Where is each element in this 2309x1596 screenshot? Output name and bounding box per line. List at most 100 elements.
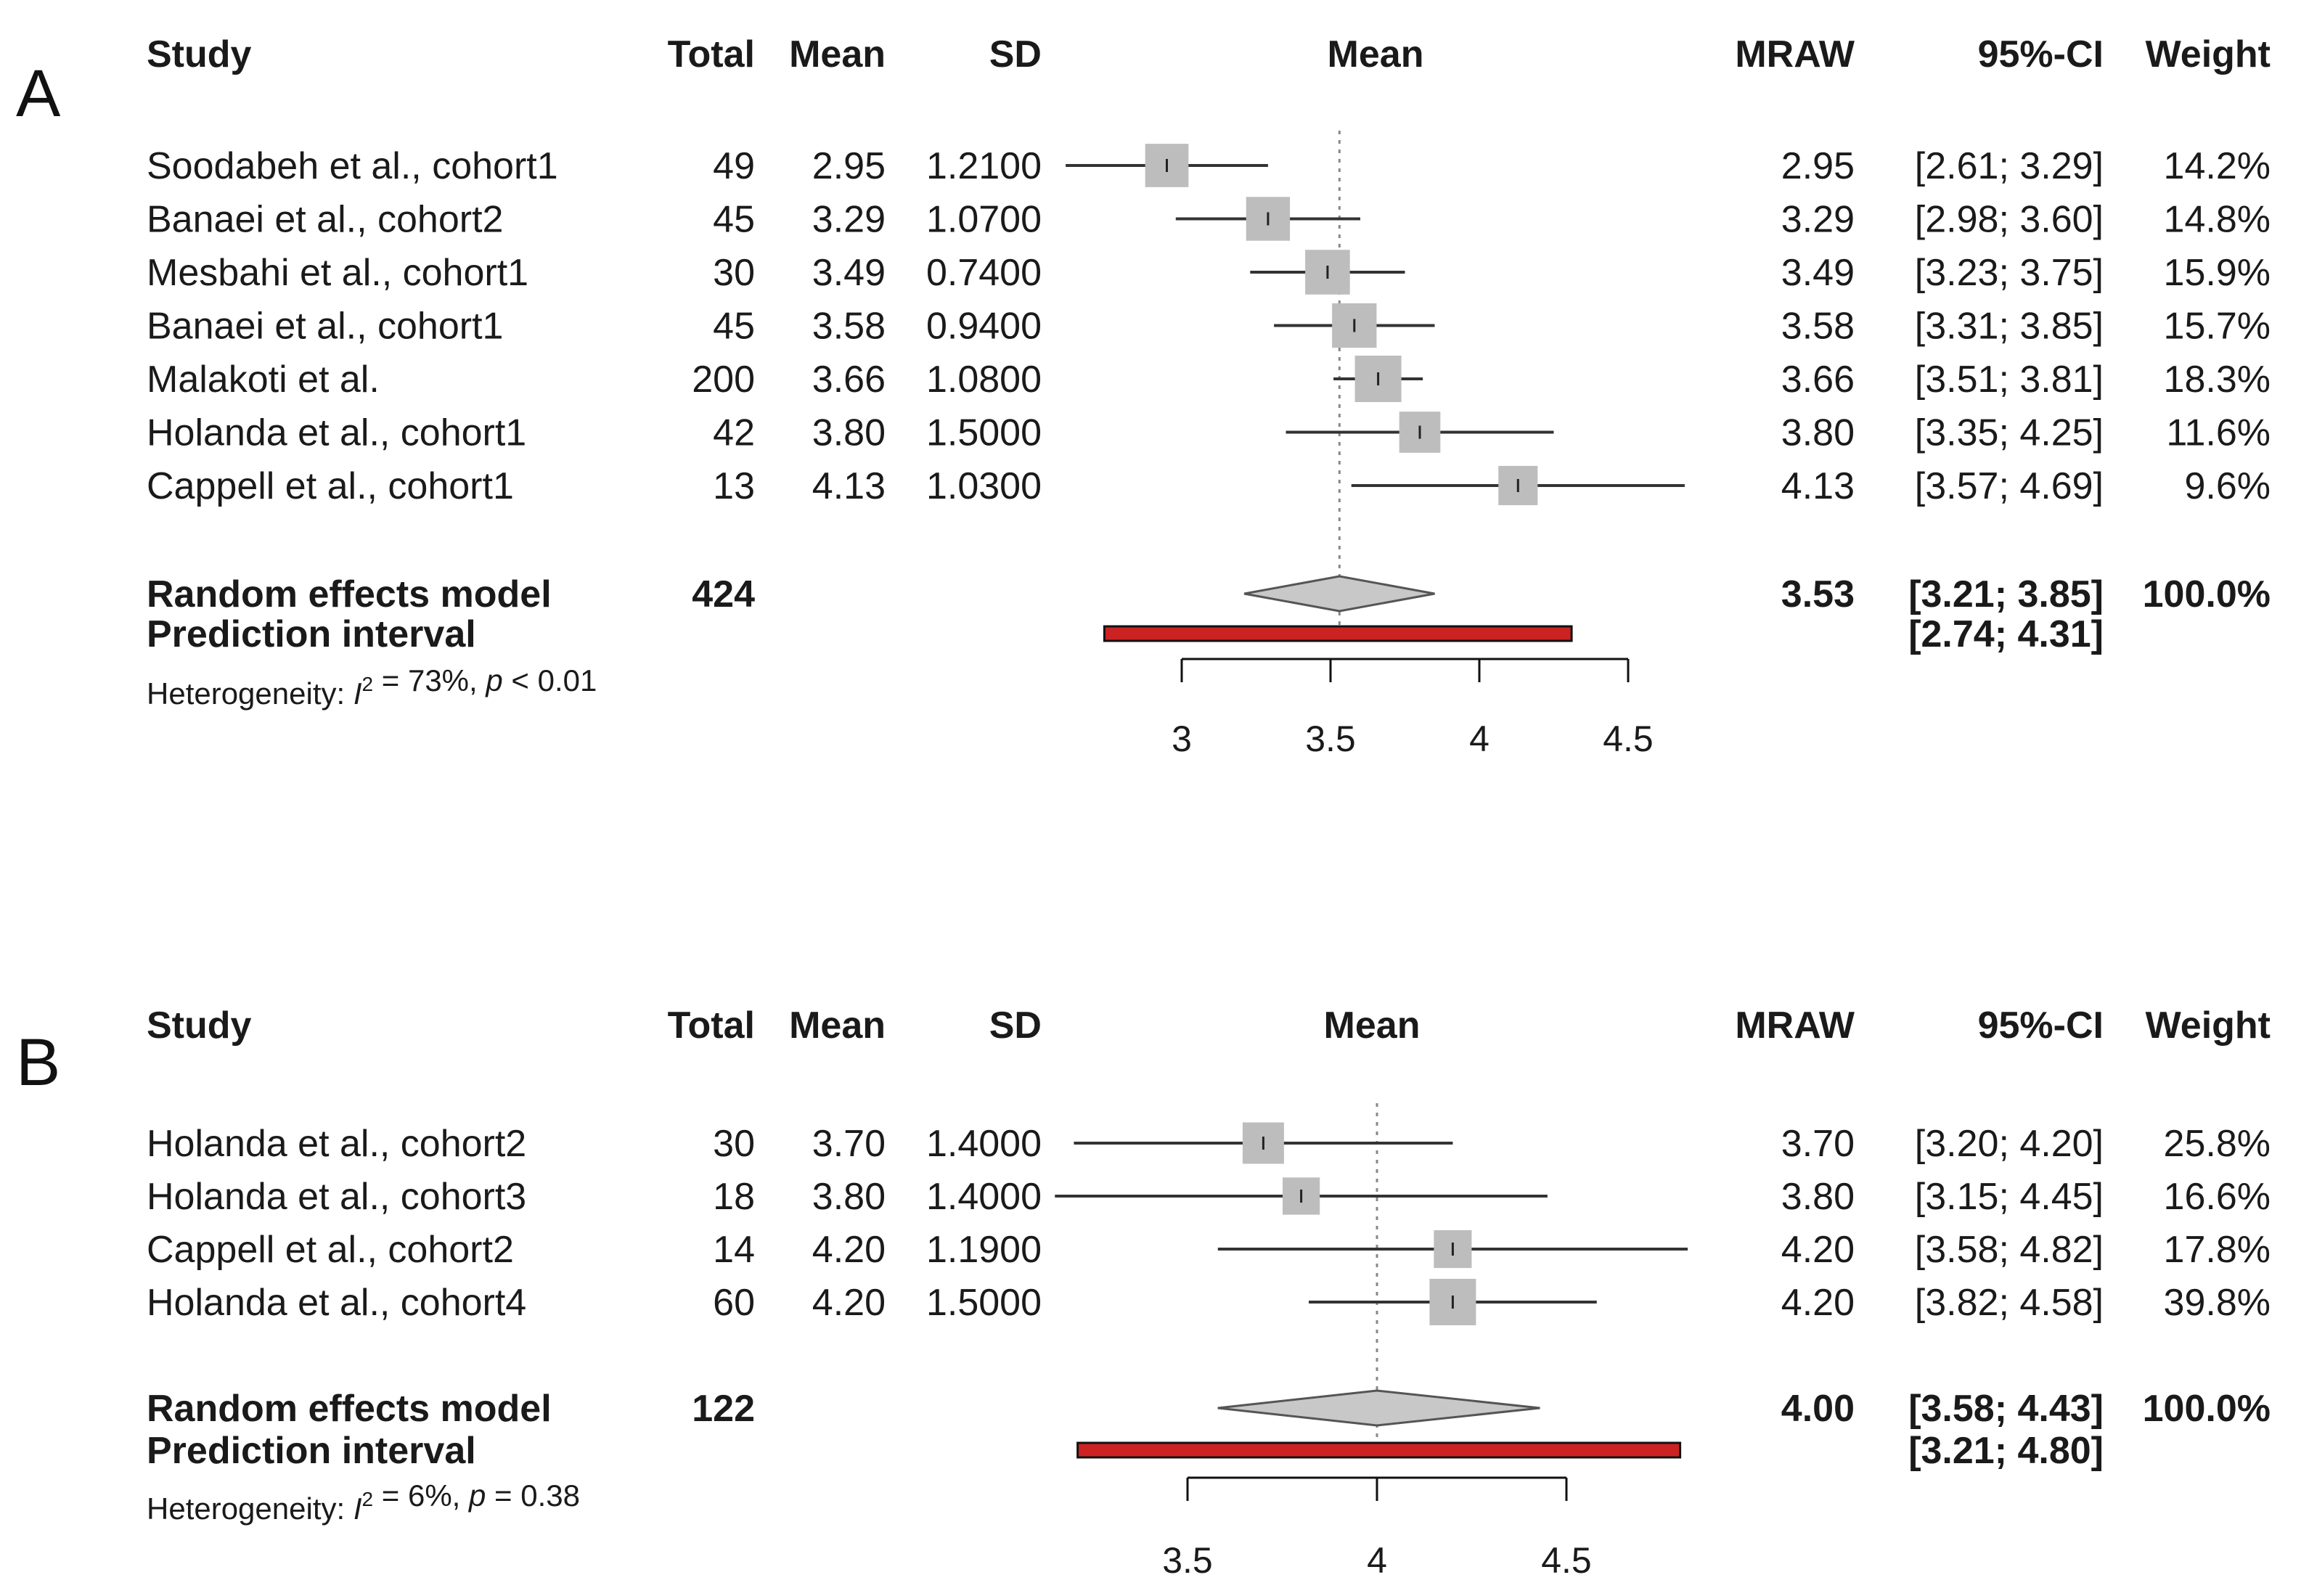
study-mraw: 4.20 [1781,1282,1855,1324]
header-weight: Weight [2146,33,2271,75]
header-total: Total [668,33,755,75]
study-mean: 3.58 [812,306,886,348]
study-name: Cappell et al., cohort1 [147,465,514,507]
study-ci: [3.51; 3.81] [1915,359,2104,401]
study-mraw: 4.20 [1781,1229,1855,1271]
summary-total: 424 [692,573,755,615]
study-weight: 25.8% [2164,1123,2271,1165]
header-study: Study [147,33,252,75]
panel-label-b: B [16,1026,60,1100]
study-total: 30 [713,1123,755,1165]
study-mean: 3.80 [812,412,886,454]
x-axis-tick-label: 4 [1469,719,1489,759]
study-name: Malakoti et al. [147,359,380,401]
study-sd: 1.4000 [926,1176,1042,1218]
study-mraw: 2.95 [1781,145,1855,187]
study-name: Holanda et al., cohort4 [147,1282,526,1324]
study-total: 200 [692,359,755,401]
study-mean: 2.95 [812,145,886,187]
study-weight: 16.6% [2164,1176,2271,1218]
x-axis-tick-label: 4.5 [1603,719,1654,759]
study-name: Holanda et al., cohort1 [147,412,526,454]
study-ci: [3.15; 4.45] [1915,1176,2104,1218]
heterogeneity-text: Heterogeneity: I2 = 73%, p < 0.01 [147,663,597,711]
study-mraw: 3.80 [1781,412,1855,454]
study-mean: 4.20 [812,1282,886,1324]
summary-mraw: 4.00 [1781,1388,1855,1430]
study-ci: [3.20; 4.20] [1915,1123,2104,1165]
study-ci: [2.61; 3.29] [1915,145,2104,187]
header-ci: 95%-CI [1978,33,2104,75]
header-study: Study [147,1004,252,1047]
study-mraw: 3.70 [1781,1123,1855,1165]
study-weight: 11.6% [2166,412,2271,454]
study-ci: [3.35; 4.25] [1915,412,2104,454]
study-mraw: 4.13 [1781,465,1855,507]
study-sd: 1.5000 [926,412,1042,454]
header-mean: Mean [789,1004,886,1047]
study-weight: 39.8% [2164,1282,2271,1324]
header-mean: Mean [789,33,886,75]
prediction-ci: [3.21; 4.80] [1908,1430,2104,1472]
header-mraw: MRAW [1735,33,1855,75]
header-sd: SD [989,1004,1042,1047]
x-axis-tick-label: 3.5 [1305,719,1356,759]
summary-ci: [3.58; 4.43] [1908,1388,2104,1430]
study-weight: 17.8% [2164,1229,2271,1271]
summary-label: Random effects model [147,573,552,615]
study-total: 60 [713,1282,755,1324]
summary-weight: 100.0% [2143,1388,2271,1430]
prediction-interval-bar [1103,625,1573,642]
study-weight: 9.6% [2184,465,2271,507]
forest-panel-a: A Study Total Mean SD Mean MRAW 95%-CI Weight Soo… [16,33,2271,759]
prediction-interval-bar [1076,1441,1682,1459]
summary-label: Random effects model [147,1388,552,1430]
study-name: Mesbahi et al., cohort1 [147,252,528,294]
x-axis-tick-label: 3 [1172,719,1192,759]
x-axis-tick-label: 3.5 [1162,1540,1213,1581]
header-plot-mean: Mean [1328,33,1424,75]
study-total: 42 [713,412,755,454]
study-total: 45 [713,199,755,241]
study-sd: 1.0800 [926,359,1042,401]
study-mean: 3.80 [812,1176,886,1218]
study-ci: [3.31; 3.85] [1915,306,2104,348]
study-total: 18 [713,1176,755,1218]
summary-ci: [3.21; 3.85] [1908,573,2104,615]
study-mraw: 3.49 [1781,252,1855,294]
header-total: Total [668,1004,755,1047]
study-sd: 1.5000 [926,1282,1042,1324]
study-mraw: 3.80 [1781,1176,1855,1218]
summary-mraw: 3.53 [1781,573,1855,615]
study-mraw: 3.58 [1781,306,1855,348]
study-sd: 1.2100 [926,145,1042,187]
study-weight: 15.9% [2164,252,2271,294]
study-name: Banaei et al., cohort2 [147,199,503,241]
study-sd: 1.4000 [926,1123,1042,1165]
study-weight: 14.8% [2164,199,2271,241]
header-weight: Weight [2146,1004,2271,1047]
study-weight: 18.3% [2164,359,2271,401]
header-mraw: MRAW [1735,1004,1855,1047]
x-axis-tick-label: 4.5 [1541,1540,1592,1581]
study-name: Banaei et al., cohort1 [147,306,503,348]
study-mean: 3.49 [812,252,886,294]
summary-diamond [1243,575,1435,613]
study-sd: 1.0700 [926,199,1042,241]
study-total: 13 [713,465,755,507]
study-sd: 0.9400 [926,306,1042,348]
prediction-ci: [2.74; 4.31] [1908,613,2104,655]
study-name: Cappell et al., cohort2 [147,1229,514,1271]
study-sd: 0.7400 [926,252,1042,294]
prediction-label: Prediction interval [147,1430,476,1472]
study-ci: [3.23; 3.75] [1915,252,2104,294]
study-mean: 4.13 [812,465,886,507]
study-name: Holanda et al., cohort3 [147,1176,526,1218]
header-sd: SD [989,33,1042,75]
study-mean: 3.29 [812,199,886,241]
study-ci: [3.57; 4.69] [1915,465,2104,507]
heterogeneity-text: Heterogeneity: I2 = 6%, p = 0.38 [147,1478,580,1526]
study-name: Holanda et al., cohort2 [147,1123,526,1165]
summary-total: 122 [692,1388,755,1430]
study-total: 14 [713,1229,755,1271]
